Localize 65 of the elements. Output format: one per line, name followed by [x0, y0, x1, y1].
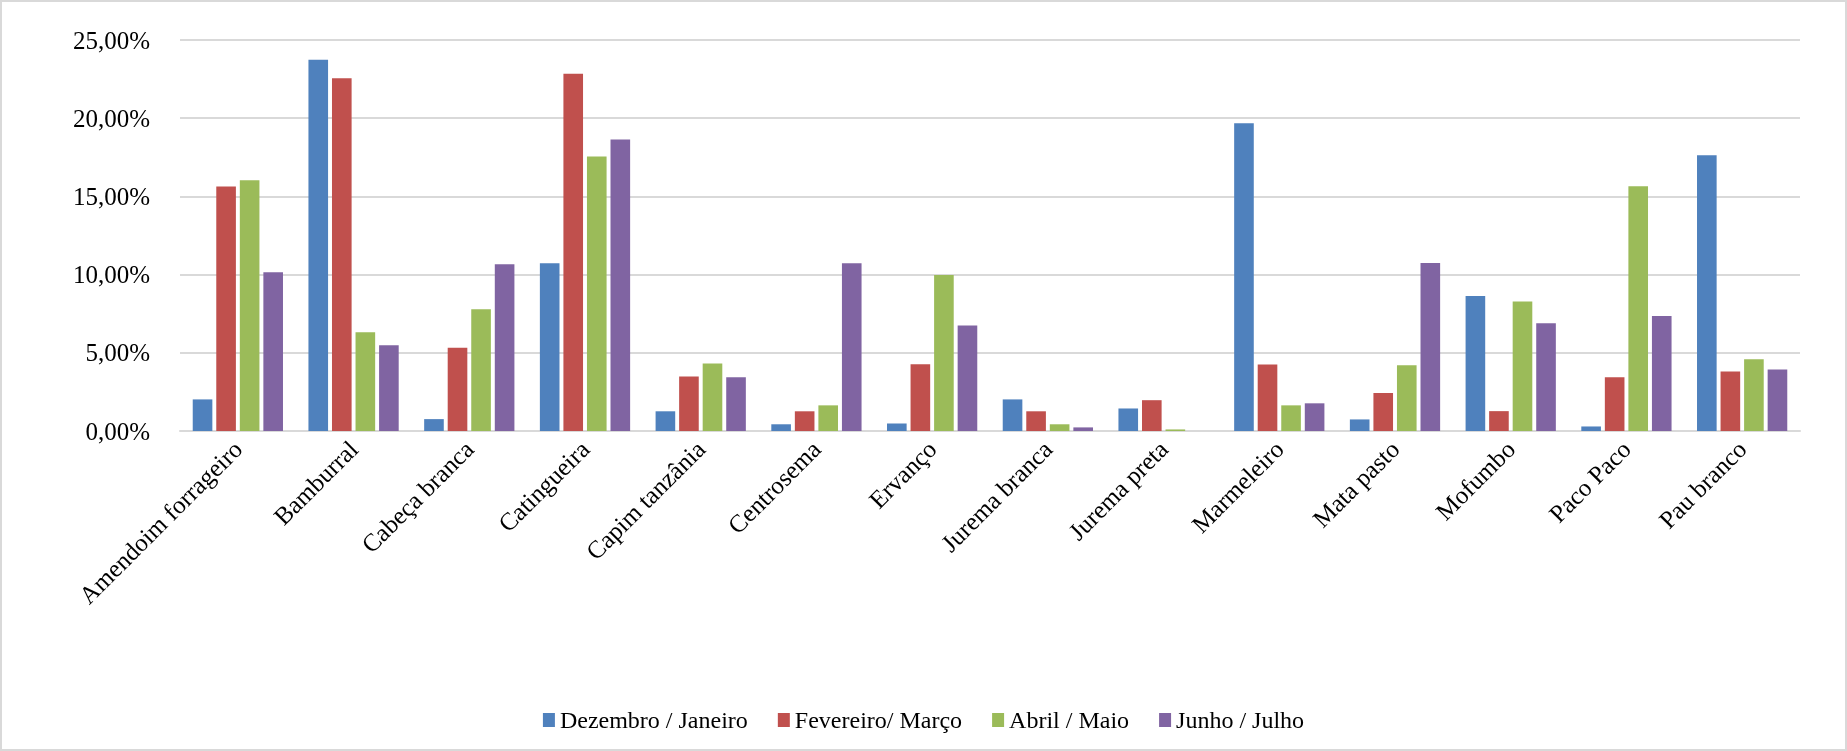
bar — [1373, 392, 1394, 431]
legend-label: Fevereiro/ Março — [794, 707, 963, 733]
legend-label: Dezembro / Janeiro — [559, 707, 748, 733]
bar — [539, 263, 560, 431]
y-tick-label: 5,00% — [85, 339, 150, 367]
bar — [1536, 323, 1556, 431]
bar — [1349, 419, 1370, 431]
bar — [239, 180, 260, 431]
bar — [1257, 364, 1278, 431]
bar — [1489, 411, 1509, 431]
bar — [1581, 426, 1601, 431]
bar — [1628, 186, 1649, 431]
bar — [424, 419, 444, 431]
bar — [586, 156, 607, 431]
bar — [726, 377, 746, 431]
bar — [934, 275, 954, 431]
bar — [308, 59, 329, 431]
bar — [1396, 365, 1417, 431]
bar — [818, 405, 839, 431]
bar — [1118, 408, 1139, 431]
y-tick-label: 0,00% — [85, 417, 150, 445]
bar — [841, 263, 862, 431]
legend-label: Abril / Maio — [1009, 707, 1130, 733]
bar — [887, 423, 907, 431]
legend-label: Junho / Julho — [1176, 707, 1305, 733]
bar — [1767, 369, 1788, 431]
bar — [355, 332, 376, 431]
bar — [494, 264, 515, 431]
bar — [331, 78, 352, 431]
bar — [1744, 359, 1764, 431]
bar — [1026, 411, 1046, 431]
bar — [1281, 405, 1301, 431]
bar — [1002, 399, 1023, 431]
y-tick-label: 20,00% — [72, 104, 150, 132]
bar — [216, 186, 236, 431]
bar — [679, 376, 699, 431]
bar — [263, 272, 283, 431]
bar — [771, 424, 791, 431]
bar — [957, 325, 978, 431]
x-tick-label: Paco Paco — [1543, 435, 1636, 528]
bar — [1420, 263, 1441, 431]
bar — [1604, 377, 1625, 431]
bar — [379, 345, 399, 431]
bar — [1073, 427, 1093, 431]
y-tick-label: 15,00% — [72, 182, 150, 210]
bar — [910, 364, 931, 431]
bar — [702, 363, 723, 431]
bar — [1512, 301, 1533, 431]
bar — [1465, 296, 1486, 431]
bar — [192, 399, 213, 431]
bar — [655, 411, 676, 431]
bar — [1234, 123, 1254, 431]
bar — [447, 347, 468, 431]
bar — [1049, 424, 1070, 431]
bar — [1697, 155, 1717, 431]
y-tick-label: 10,00% — [72, 261, 150, 289]
bar — [471, 309, 491, 431]
bar — [563, 73, 584, 431]
bar — [794, 411, 815, 431]
y-tick-label: 25,00% — [72, 26, 150, 54]
bar — [1651, 315, 1672, 431]
bar — [1304, 403, 1325, 431]
bar — [610, 139, 631, 431]
bar — [1141, 400, 1162, 431]
bar — [1720, 371, 1741, 431]
